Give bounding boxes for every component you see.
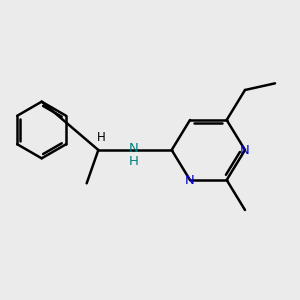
Text: N: N (185, 173, 195, 187)
Text: H: H (97, 131, 106, 144)
Text: N: N (128, 142, 138, 155)
Text: H: H (128, 155, 138, 168)
Text: N: N (240, 143, 250, 157)
